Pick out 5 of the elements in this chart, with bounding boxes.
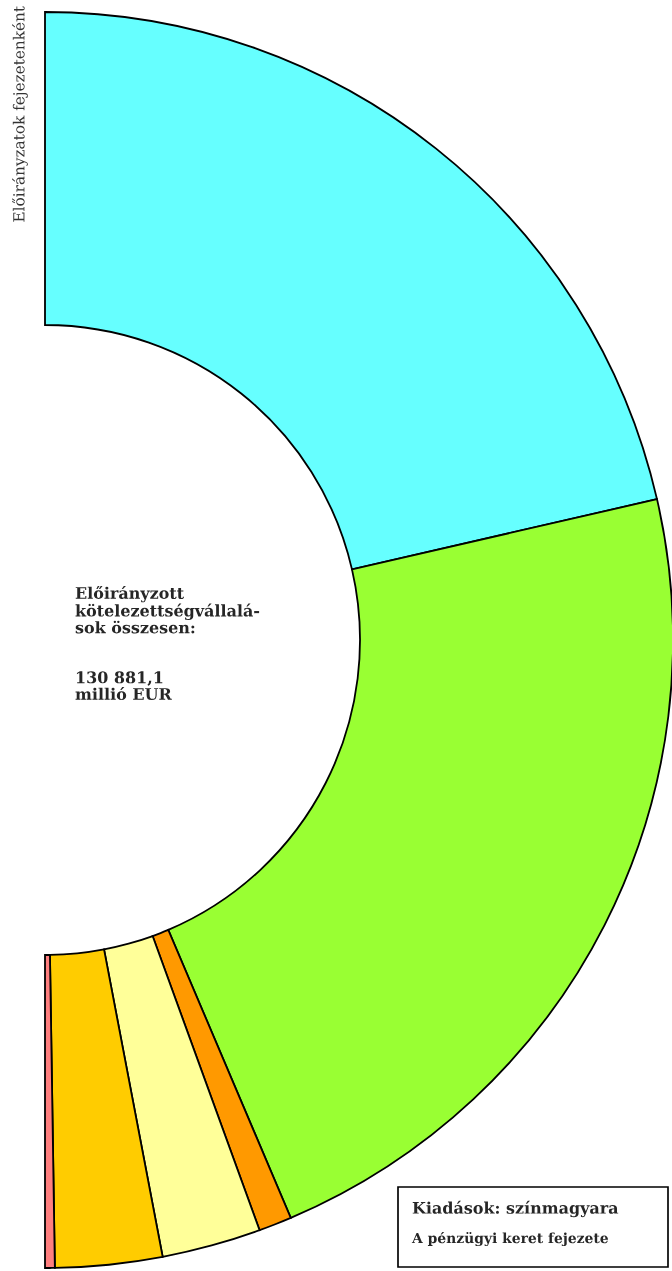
text: A pénzügyi keret fejezete (411, 1231, 609, 1247)
text: Kiadások: színmagyara (412, 1200, 619, 1218)
text: 130 881,1 millió EUR (75, 671, 172, 701)
text: Előirányzott kötelezettségvállalá- sok összesen: (75, 586, 260, 634)
text: Előirányzatok fejezetenként (12, 6, 28, 222)
